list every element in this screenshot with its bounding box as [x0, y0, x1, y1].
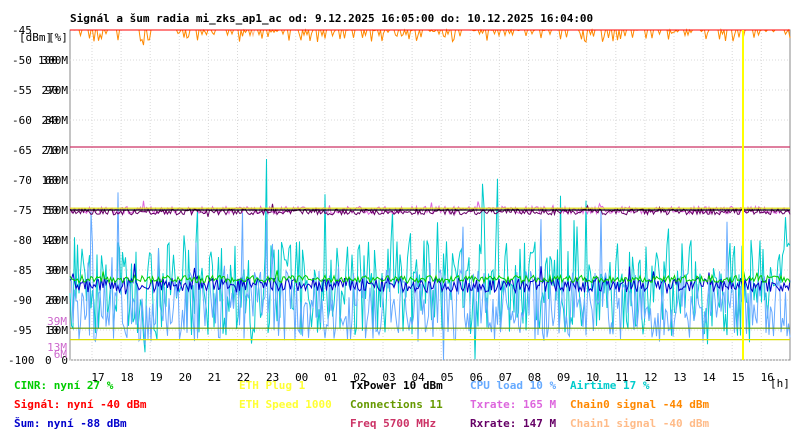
y-tick-pct: 100: [38, 54, 58, 67]
x-axis: 17 18 19 20 21 22 23 00 01 02 03 04 05 06 07 08 09 10 11 12…: [91, 371, 774, 384]
legend-item: ETH Plug 1: [239, 379, 306, 392]
legend-item: CPU load 10 %: [470, 379, 557, 392]
x-tick-label: 12: [644, 371, 657, 384]
x-tick-label: 21: [208, 371, 221, 384]
x-tick-label: 17: [91, 371, 104, 384]
y-tick-pct: 0: [45, 354, 52, 367]
x-tick-label: 05: [441, 371, 454, 384]
x-tick-label: 06: [470, 371, 483, 384]
y-tick-pct: 30: [45, 264, 58, 277]
x-tick-label: 09: [557, 371, 570, 384]
inner-rate-label: 6M: [54, 348, 68, 361]
y-tick-rate: 270M: [42, 84, 69, 97]
legend-item: Chain0 signal -44 dBm: [570, 398, 710, 411]
y-tick-rate: 300M: [42, 54, 69, 67]
series-line: [69, 192, 791, 361]
y-tick-pct: 60: [45, 174, 58, 187]
y-unit-pct: [%]: [48, 31, 68, 44]
x-tick-label: 07: [499, 371, 512, 384]
legend-item: Connections 11: [350, 398, 443, 411]
x-tick-label: 23: [266, 371, 279, 384]
x-tick-label: 02: [353, 371, 366, 384]
x-unit: [h]: [770, 377, 790, 390]
y-tick-rate: 0: [61, 354, 68, 367]
x-tick-label: 10: [586, 371, 599, 384]
y-tick-dbm: -100: [8, 354, 35, 367]
legend-item: Chain1 signal -40 dBm: [570, 417, 710, 430]
y-tick-dbm: -65: [12, 144, 32, 157]
legend-item: Freq 5700 MHz: [350, 417, 437, 430]
y-tick-pct: 10: [45, 324, 58, 337]
legend-item: CINR: nyní 27 %: [14, 379, 114, 392]
x-tick-label: 22: [237, 371, 250, 384]
y-tick-pct: 90: [45, 84, 58, 97]
series-layer: [69, 28, 791, 361]
legend-item: Airtime 17 %: [570, 379, 650, 392]
x-tick-label: 08: [528, 371, 541, 384]
y-tick-dbm: -90: [12, 294, 32, 307]
x-tick-label: 18: [120, 371, 133, 384]
y-tick-pct: 40: [45, 234, 58, 247]
inner-rate-label: 39M: [47, 315, 67, 328]
y-tick-dbm: -70: [12, 174, 32, 187]
y-tick-dbm: -80: [12, 234, 32, 247]
reference-lines: [70, 30, 790, 360]
x-tick-label: 01: [324, 371, 337, 384]
legend-item: Rxrate: 147 M: [470, 417, 557, 430]
series-line: [69, 263, 791, 295]
legend-item: Txrate: 165 M: [470, 398, 557, 411]
y-tick-dbm: -45: [12, 24, 32, 37]
inner-rate-label: 13M: [47, 341, 67, 354]
x-tick-label: 15: [732, 371, 745, 384]
x-tick-label: 11: [615, 371, 628, 384]
series-line: [69, 158, 791, 360]
plot-background: [69, 29, 791, 361]
y-tick-pct: 80: [45, 114, 58, 127]
y-tick-rate: 60M: [48, 294, 68, 307]
y-tick-pct: 70: [45, 144, 58, 157]
x-tick-label: 16: [761, 371, 774, 384]
x-tick-label: 20: [179, 371, 192, 384]
series-line: [69, 270, 791, 285]
chart-title: Signál a šum radia mi_zks_ap1_ac od: 9.1…: [70, 12, 593, 25]
legend-item: Signál: nyní -40 dBm: [14, 398, 147, 411]
y-tick-rate: 90M: [48, 264, 68, 277]
y-tick-rate: 150M: [42, 204, 69, 217]
y-tick-dbm: -75: [12, 204, 32, 217]
y-tick-rate: 30M: [48, 324, 68, 337]
y-tick-rate: 180M: [42, 174, 69, 187]
grid: [70, 29, 790, 361]
y-tick-dbm: -50: [12, 54, 32, 67]
y-tick-dbm: -95: [12, 324, 32, 337]
y-tick-dbm: -60: [12, 114, 32, 127]
y-unit-dbm: [dBm]: [19, 31, 52, 44]
x-tick-label: 19: [150, 371, 163, 384]
x-tick-label: 03: [382, 371, 395, 384]
y-tick-pct: 20: [45, 294, 58, 307]
y-tick-pct: 50: [45, 204, 58, 217]
y-tick-dbm: -85: [12, 264, 32, 277]
x-tick-label: 04: [411, 371, 425, 384]
x-tick-label: 00: [295, 371, 308, 384]
y-tick-rate: 240M: [42, 114, 69, 127]
y-tick-dbm: -55: [12, 84, 32, 97]
x-tick-label: 14: [702, 371, 716, 384]
y-tick-rate: 120M: [42, 234, 69, 247]
legend-item: TxPower 10 dBm: [350, 379, 443, 392]
y-tick-rate: 210M: [42, 144, 69, 157]
legend-item: Šum: nyní -88 dBm: [14, 417, 127, 430]
legend-item: ETH Speed 1000: [239, 398, 332, 411]
x-tick-label: 13: [673, 371, 686, 384]
